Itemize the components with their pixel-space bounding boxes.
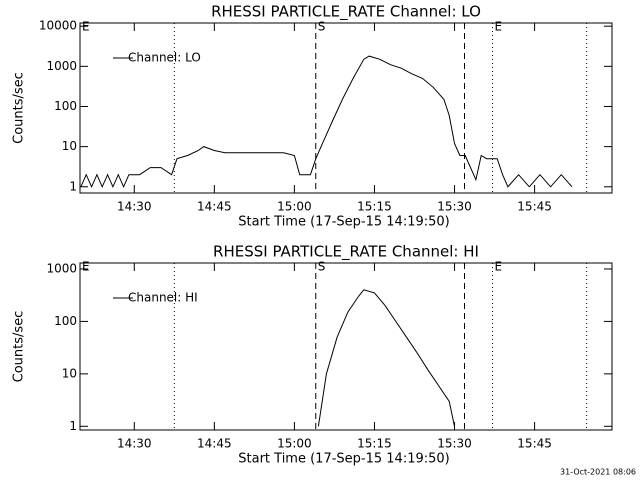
legend-label: Channel: HI: [128, 291, 198, 305]
y-tick-label: 100: [54, 99, 77, 113]
x-tick-label: 15:15: [357, 437, 392, 451]
marker-label: S: [318, 260, 326, 274]
chart-title: RHESSI PARTICLE_RATE Channel: HI: [213, 243, 479, 262]
x-tick-label: 14:45: [197, 200, 232, 214]
y-tick-label: 1: [69, 419, 77, 433]
x-tick-label: 15:15: [357, 200, 392, 214]
series-line: [317, 289, 455, 427]
footer: 31-Oct-2021 08:06: [560, 468, 636, 477]
plot-frame: [79, 262, 613, 431]
y-tick-label: 100: [54, 314, 77, 328]
y-tick-label: 1000: [46, 59, 77, 73]
x-tick-label: 14:30: [117, 200, 152, 214]
plot-frame: [79, 22, 613, 194]
series-line: [80, 55, 573, 189]
x-tick-label: 14:30: [117, 437, 152, 451]
x-axis-label: Start Time (17-Sep-15 14:19:50): [238, 452, 449, 467]
y-axis-label: Counts/sec: [12, 72, 27, 144]
y-tick-label: 10000: [39, 19, 77, 33]
y-tick-label: 1000: [46, 261, 77, 275]
marker-label: E: [495, 20, 503, 34]
y-tick-label: 10: [62, 139, 77, 153]
x-tick-label: 15:30: [437, 437, 472, 451]
x-tick-label: 15:00: [277, 437, 312, 451]
chart-title: RHESSI PARTICLE_RATE Channel: LO: [211, 3, 481, 22]
y-tick-label: 10: [62, 366, 77, 380]
x-tick-label: 15:45: [517, 200, 552, 214]
y-axis-label: Counts/sec: [12, 311, 27, 383]
y-tick-label: 1: [69, 179, 77, 193]
x-tick-label: 14:45: [197, 437, 232, 451]
x-axis-label: Start Time (17-Sep-15 14:19:50): [238, 215, 449, 230]
x-tick-label: 15:45: [517, 437, 552, 451]
marker-label: E: [82, 20, 90, 34]
marker-label: S: [318, 20, 326, 34]
x-tick-label: 15:30: [437, 200, 472, 214]
x-tick-label: 15:00: [277, 200, 312, 214]
marker-label: E: [82, 260, 90, 274]
marker-label: E: [495, 260, 503, 274]
legend-label: Channel: LO: [128, 51, 201, 65]
